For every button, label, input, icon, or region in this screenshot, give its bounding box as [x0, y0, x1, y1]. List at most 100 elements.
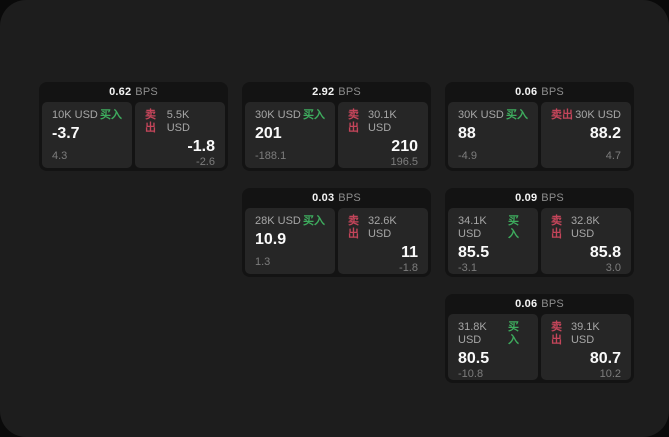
card-header: 0.06 BPS [448, 294, 631, 314]
notional-label: 5.5K USD [166, 109, 190, 134]
buy-price-value: 85.5 [458, 244, 490, 261]
card-body: 31.8K USD 买入 80.5 -10.8 卖出 39.1K USD 80.… [448, 314, 631, 380]
bps-value: 0.09 [515, 192, 538, 204]
sell-price-value: 80.7 [589, 350, 621, 367]
buy-delta-value: -188.1 [255, 150, 287, 162]
bps-unit-label: BPS [541, 192, 564, 204]
panel-top-row: 30K USD 买入 [255, 109, 325, 122]
card-body: 30K USD 买入 88 -4.9 卖出 30K USD 88.2 4.7 [448, 102, 631, 168]
sell-delta-value: -1.8 [399, 262, 418, 274]
notional-label: 32.6K USD [367, 215, 397, 240]
notional-label: 30K USD [255, 109, 301, 121]
bps-unit-label: BPS [135, 86, 158, 98]
sell-side-label: 卖出 [348, 109, 359, 134]
panel-top-row: 34.1K USD 买入 [458, 215, 528, 241]
sell-side-label: 卖出 [551, 321, 562, 346]
buy-side-label: 买入 [303, 215, 325, 227]
buy-price-tile[interactable]: 31.8K USD 买入 80.5 -10.8 [448, 314, 538, 380]
card-body: 28K USD 买入 10.9 1.3 卖出 32.6K USD 11 -1.8 [245, 208, 428, 274]
card-header: 2.92 BPS [245, 82, 428, 102]
buy-delta-value: -10.8 [458, 368, 484, 380]
panel-top-row: 卖出 32.8K USD [551, 215, 621, 241]
buy-side-label: 买入 [100, 109, 122, 121]
buy-price-tile[interactable]: 30K USD 买入 88 -4.9 [448, 102, 538, 168]
buy-price-tile[interactable]: 28K USD 买入 10.9 1.3 [245, 208, 335, 274]
card-header: 0.06 BPS [448, 82, 631, 102]
bps-value: 0.62 [109, 86, 132, 98]
bps-unit-label: BPS [338, 86, 361, 98]
bps-unit-label: BPS [541, 86, 564, 98]
quote-card-grid: 0.62 BPS 10K USD 买入 -3.7 4.3 卖出 5.5K USD [39, 82, 634, 383]
sell-delta-value: 10.2 [599, 368, 621, 380]
notional-label: 30.1K USD [367, 109, 397, 134]
panel-top-row: 卖出 39.1K USD [551, 321, 621, 347]
sell-side-label: 卖出 [551, 109, 573, 121]
sell-price-value: 85.8 [589, 244, 621, 261]
bps-value: 0.06 [515, 298, 538, 310]
notional-label: 28K USD [255, 215, 301, 227]
quote-card: 0.06 BPS 31.8K USD 买入 80.5 -10.8 卖出 39.1… [445, 294, 634, 383]
panel-top-row: 10K USD 买入 [52, 109, 122, 122]
quote-card: 0.06 BPS 30K USD 买入 88 -4.9 卖出 30K USD [445, 82, 634, 171]
quote-card: 0.03 BPS 28K USD 买入 10.9 1.3 卖出 32.6K US… [242, 188, 431, 277]
sell-side-label: 卖出 [551, 215, 562, 240]
bps-value: 0.06 [515, 86, 538, 98]
sell-delta-value: 3.0 [605, 262, 621, 274]
card-body: 34.1K USD 买入 85.5 -3.1 卖出 32.8K USD 85.8… [448, 208, 631, 274]
bps-value: 2.92 [312, 86, 335, 98]
buy-side-label: 买入 [303, 109, 325, 121]
notional-label: 30K USD [458, 109, 504, 121]
quote-card: 0.62 BPS 10K USD 买入 -3.7 4.3 卖出 5.5K USD [39, 82, 228, 171]
sell-price-value: 11 [401, 244, 418, 261]
buy-side-label: 买入 [506, 109, 528, 121]
bps-value: 0.03 [312, 192, 335, 204]
buy-side-label: 买入 [508, 321, 520, 346]
sell-price-tile[interactable]: 卖出 32.6K USD 11 -1.8 [338, 208, 428, 274]
buy-price-value: 201 [255, 125, 282, 142]
buy-delta-value: -4.9 [458, 150, 477, 162]
bps-unit-label: BPS [338, 192, 361, 204]
panel-top-row: 31.8K USD 买入 [458, 321, 528, 347]
panel-top-row: 卖出 30K USD [551, 109, 621, 122]
sell-price-tile[interactable]: 卖出 39.1K USD 80.7 10.2 [541, 314, 631, 380]
sell-delta-value: 196.5 [390, 156, 418, 168]
notional-label: 32.8K USD [570, 215, 600, 240]
card-body: 30K USD 买入 201 -188.1 卖出 30.1K USD 210 1… [245, 102, 428, 168]
sell-price-value: 88.2 [589, 125, 621, 142]
sell-price-value: -1.8 [187, 138, 215, 155]
buy-price-value: -3.7 [52, 125, 80, 142]
panel-top-row: 28K USD 买入 [255, 215, 325, 228]
buy-price-value: 80.5 [458, 350, 490, 367]
sell-price-value: 210 [391, 138, 418, 155]
notional-label: 10K USD [52, 109, 98, 121]
buy-price-tile[interactable]: 10K USD 买入 -3.7 4.3 [42, 102, 132, 168]
sell-side-label: 卖出 [348, 215, 359, 240]
card-body: 10K USD 买入 -3.7 4.3 卖出 5.5K USD -1.8 -2.… [42, 102, 225, 168]
notional-label: 39.1K USD [570, 321, 600, 346]
card-header: 0.62 BPS [42, 82, 225, 102]
buy-side-label: 买入 [508, 215, 520, 240]
sell-price-tile[interactable]: 卖出 5.5K USD -1.8 -2.6 [135, 102, 225, 168]
notional-label: 30K USD [575, 109, 621, 121]
buy-delta-value: 4.3 [52, 150, 68, 162]
buy-price-value: 10.9 [255, 231, 287, 248]
sell-price-tile[interactable]: 卖出 32.8K USD 85.8 3.0 [541, 208, 631, 274]
sell-delta-value: 4.7 [605, 150, 621, 162]
sell-price-tile[interactable]: 卖出 30.1K USD 210 196.5 [338, 102, 428, 168]
buy-price-value: 88 [458, 125, 476, 142]
bps-unit-label: BPS [541, 298, 564, 310]
panel-top-row: 卖出 32.6K USD [348, 215, 418, 241]
quote-card: 0.09 BPS 34.1K USD 买入 85.5 -3.1 卖出 32.8K… [445, 188, 634, 277]
sell-price-tile[interactable]: 卖出 30K USD 88.2 4.7 [541, 102, 631, 168]
panel-top-row: 卖出 30.1K USD [348, 109, 418, 135]
buy-delta-value: 1.3 [255, 256, 271, 268]
notional-label: 31.8K USD [458, 321, 487, 346]
buy-price-tile[interactable]: 30K USD 买入 201 -188.1 [245, 102, 335, 168]
card-header: 0.03 BPS [245, 188, 428, 208]
buy-delta-value: -3.1 [458, 262, 477, 274]
panel-top-row: 30K USD 买入 [458, 109, 528, 122]
buy-price-tile[interactable]: 34.1K USD 买入 85.5 -3.1 [448, 208, 538, 274]
sell-side-label: 卖出 [145, 109, 156, 134]
notional-label: 34.1K USD [458, 215, 487, 240]
